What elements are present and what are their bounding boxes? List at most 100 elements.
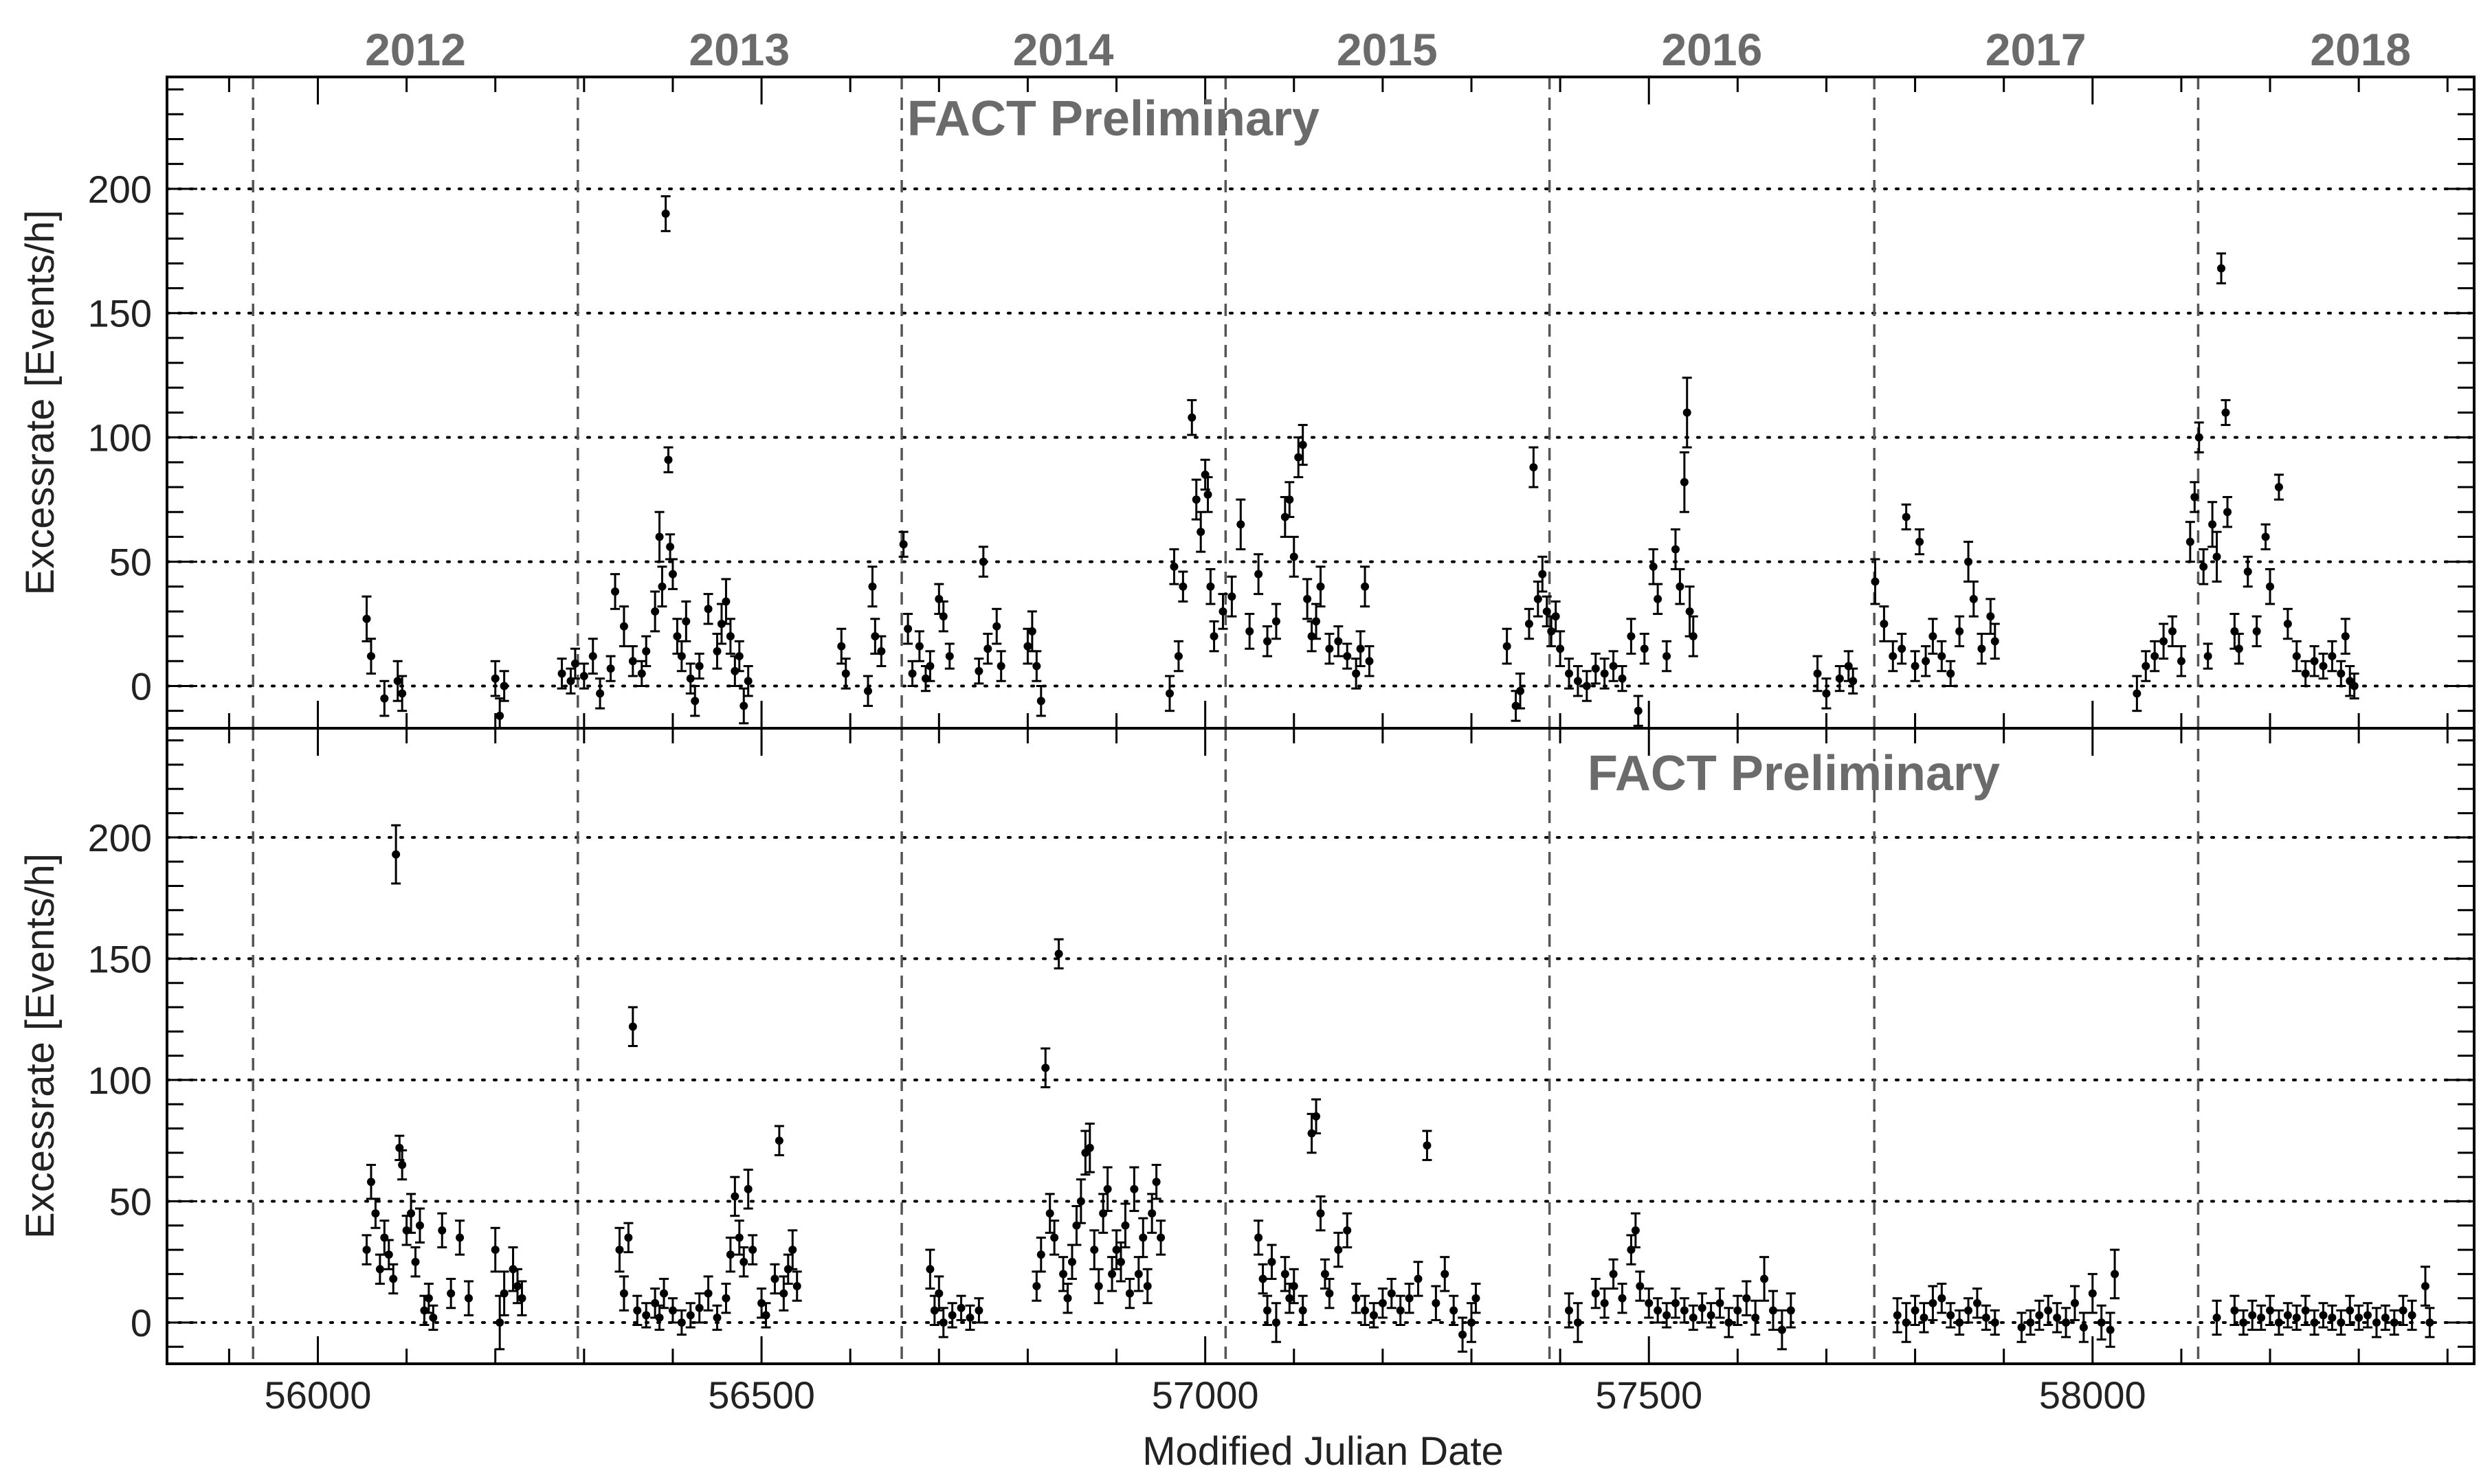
- data-point: [2273, 1309, 2284, 1336]
- data-marker: [1036, 1250, 1045, 1259]
- data-marker: [398, 689, 407, 698]
- data-marker: [1312, 617, 1321, 626]
- data-point: [1315, 565, 1326, 608]
- data-point: [1151, 1163, 1161, 1200]
- data-point: [1289, 1268, 1299, 1305]
- data-point: [495, 1294, 505, 1351]
- data-marker: [658, 582, 667, 591]
- data-point: [2300, 1294, 2311, 1327]
- data-marker: [500, 1289, 509, 1298]
- data-point: [2096, 1304, 2106, 1341]
- data-point: [1386, 1277, 1397, 1309]
- data-marker: [1937, 1294, 1946, 1303]
- data-point: [1715, 1288, 1725, 1319]
- data-marker: [1502, 642, 1511, 651]
- data-point: [1107, 1256, 1117, 1292]
- data-marker: [1955, 627, 1964, 636]
- data-marker: [1662, 652, 1671, 661]
- data-point: [410, 1246, 421, 1278]
- data-marker: [1121, 1221, 1130, 1230]
- data-marker: [1271, 1318, 1280, 1327]
- data-marker: [731, 1192, 739, 1201]
- data-marker: [2035, 1311, 2044, 1320]
- data-point: [1670, 1288, 1680, 1319]
- data-point: [1196, 510, 1206, 553]
- data-point: [1080, 1129, 1091, 1176]
- data-marker: [606, 664, 615, 673]
- data-point: [938, 600, 948, 633]
- data-point: [641, 635, 652, 668]
- data-point: [2309, 645, 2319, 677]
- data-marker: [1449, 1306, 1458, 1315]
- data-marker: [744, 677, 753, 686]
- data-marker: [975, 1306, 983, 1315]
- data-point: [2318, 652, 2328, 680]
- data-point: [2363, 1302, 2373, 1329]
- data-point: [2291, 1304, 2302, 1331]
- data-point: [1928, 1285, 1938, 1321]
- data-point: [2282, 607, 2293, 640]
- data-point: [1848, 667, 1858, 695]
- data-point: [1262, 625, 1273, 657]
- y-tick-label: 50: [109, 541, 152, 584]
- data-point: [1067, 1244, 1077, 1280]
- data-marker: [2310, 1318, 2319, 1327]
- data-point: [956, 1294, 966, 1321]
- data-marker: [2185, 537, 2194, 546]
- data-marker: [447, 1289, 456, 1298]
- data-point: [490, 660, 500, 697]
- data-marker: [424, 1294, 433, 1303]
- data-marker: [2301, 1306, 2310, 1315]
- data-marker: [1210, 632, 1219, 641]
- data-marker: [748, 1246, 757, 1255]
- data-point: [2251, 615, 2262, 648]
- data-marker: [1312, 1112, 1321, 1121]
- data-point: [1511, 690, 1521, 722]
- data-point: [2207, 501, 2218, 548]
- data-point: [1608, 650, 1618, 682]
- data-point: [1581, 670, 1592, 702]
- data-marker: [1689, 1313, 1698, 1322]
- data-point: [743, 1169, 753, 1210]
- data-marker: [2199, 562, 2208, 571]
- data-marker: [1542, 607, 1551, 616]
- data-point: [595, 677, 605, 710]
- data-point: [2371, 1307, 2381, 1338]
- data-marker: [1050, 1233, 1059, 1242]
- data-marker: [975, 666, 983, 675]
- data-point: [490, 1226, 500, 1273]
- data-point: [870, 618, 880, 655]
- data-point: [1471, 1282, 1481, 1314]
- data-marker: [1751, 1313, 1760, 1322]
- data-point: [779, 1275, 789, 1312]
- data-point: [672, 618, 682, 655]
- data-point: [730, 1176, 740, 1217]
- data-marker: [744, 1184, 753, 1193]
- data-marker: [1285, 495, 1294, 504]
- data-point: [2291, 640, 2302, 673]
- data-point: [1635, 1270, 1645, 1302]
- data-marker: [1609, 662, 1618, 671]
- data-point: [1733, 1294, 1743, 1327]
- data-marker: [1565, 669, 1574, 678]
- data-marker: [1742, 1294, 1751, 1303]
- data-point: [1533, 581, 1543, 618]
- y-tick-label: 200: [88, 816, 152, 859]
- data-marker: [1378, 1298, 1387, 1307]
- data-point: [681, 600, 691, 642]
- data-point: [2345, 1294, 2355, 1327]
- data-marker: [1289, 1282, 1298, 1291]
- data-point: [636, 660, 647, 687]
- data-point: [2336, 660, 2346, 687]
- data-marker: [1414, 1274, 1423, 1283]
- data-point: [1203, 476, 1213, 513]
- data-marker: [837, 642, 846, 651]
- data-point: [517, 1280, 527, 1316]
- data-point: [654, 510, 665, 563]
- data-point: [1036, 684, 1046, 717]
- data-point: [1502, 627, 1512, 665]
- data-marker: [2372, 1318, 2381, 1327]
- data-point: [1599, 657, 1610, 690]
- y-axis-title: Excessrate [Events/h]: [18, 853, 63, 1239]
- data-marker: [1320, 1270, 1329, 1279]
